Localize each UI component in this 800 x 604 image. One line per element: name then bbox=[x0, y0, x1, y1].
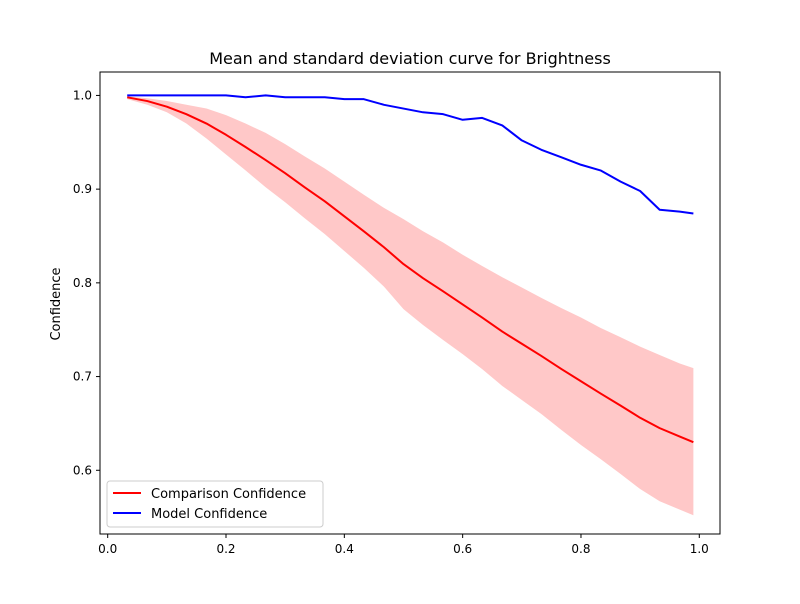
x-tick-label: 0.8 bbox=[571, 542, 590, 556]
legend-label-0: Comparison Confidence bbox=[151, 487, 306, 502]
legend: Comparison Confidence Model Confidence bbox=[106, 480, 324, 528]
y-tick-label: 0.8 bbox=[73, 276, 92, 290]
y-tick-label: 1.0 bbox=[73, 88, 92, 102]
x-tick-label: 0.0 bbox=[98, 542, 117, 556]
legend-box bbox=[106, 480, 324, 528]
chart-title: Mean and standard deviation curve for Br… bbox=[209, 49, 611, 68]
x-tick-label: 0.2 bbox=[216, 542, 235, 556]
x-tick-label: 0.6 bbox=[453, 542, 472, 556]
y-tick-label: 0.9 bbox=[73, 182, 92, 196]
legend-label-1: Model Confidence bbox=[151, 507, 267, 522]
plot-area: 0.0 0.2 0.4 0.6 0.8 1.0 0.6 0.7 0.8 0.9 1.0 Compari… bbox=[73, 71, 721, 556]
y-tick-label: 0.6 bbox=[73, 463, 92, 477]
x-tick-label: 0.4 bbox=[335, 542, 354, 556]
y-tick-label: 0.7 bbox=[73, 370, 92, 384]
series-line-1 bbox=[127, 94, 694, 215]
x-tick-label: 1.0 bbox=[690, 542, 709, 556]
std-band-0 bbox=[127, 96, 694, 516]
axes-frame bbox=[99, 71, 721, 535]
y-axis-label: Confidence bbox=[49, 267, 64, 340]
series-line-0 bbox=[127, 96, 694, 444]
